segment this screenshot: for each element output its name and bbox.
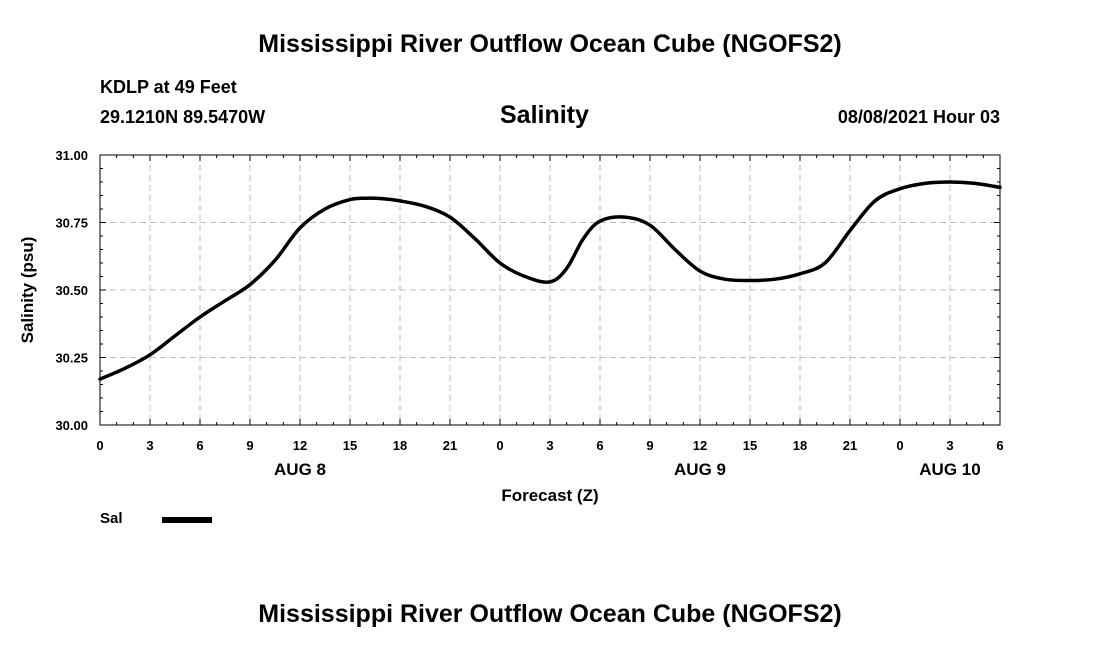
footer-title: Mississippi River Outflow Ocean Cube (NG…: [258, 600, 842, 628]
date-label: AUG 9: [674, 460, 726, 479]
station-name-depth: KDLP at 49 Feet: [100, 77, 237, 97]
series-layer: [98, 180, 1002, 381]
axis-labels: 0 3 6 9 12 15 18 21 0 3 6 9 12 15 18 21 0 3 6 30.00 30.25 30.…: [55, 148, 1003, 479]
station-coordinates: 29.1210N 89.5470W: [100, 107, 266, 127]
x-tick-label: 3: [946, 438, 953, 453]
x-tick-label: 0: [896, 438, 903, 453]
x-tick-label: 21: [843, 438, 857, 453]
x-tick-label: 18: [793, 438, 807, 453]
x-tick-label: 18: [393, 438, 407, 453]
y-tick-label: 30.75: [55, 216, 88, 231]
legend-label: Sal: [100, 510, 123, 527]
x-tick-label: 21: [443, 438, 457, 453]
x-tick-label: 12: [293, 438, 307, 453]
date-label: AUG 10: [919, 460, 980, 479]
tick-marks: [99, 154, 1001, 426]
grid-lines: [100, 155, 1000, 425]
legend-swatch: [162, 517, 212, 523]
x-tick-label: 3: [546, 438, 553, 453]
x-tick-label: 12: [693, 438, 707, 453]
date-label: AUG 8: [274, 460, 326, 479]
x-tick-label: 15: [343, 438, 357, 453]
x-tick-label: 9: [646, 438, 653, 453]
y-tick-label: 30.25: [55, 351, 88, 366]
y-tick-label: 30.50: [55, 283, 88, 298]
run-timestamp: 08/08/2021 Hour 03: [837, 107, 1000, 127]
x-tick-label: 9: [246, 438, 253, 453]
series-line-sal: [98, 180, 1002, 381]
y-axis-title: Salinity (psu): [18, 237, 37, 344]
x-tick-label: 15: [743, 438, 757, 453]
x-tick-label: 6: [996, 438, 1003, 453]
y-tick-label: 30.00: [55, 418, 88, 433]
chart-title: Salinity: [500, 101, 589, 129]
x-axis-title: Forecast (Z): [501, 486, 598, 505]
y-tick-label: 31.00: [55, 148, 88, 163]
x-tick-label: 6: [596, 438, 603, 453]
x-tick-label: 0: [96, 438, 103, 453]
x-tick-label: 0: [496, 438, 503, 453]
page-title: Mississippi River Outflow Ocean Cube (NG…: [258, 30, 842, 58]
x-tick-label: 3: [146, 438, 153, 453]
x-tick-label: 6: [196, 438, 203, 453]
